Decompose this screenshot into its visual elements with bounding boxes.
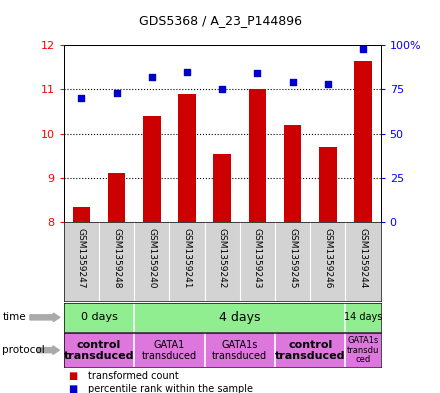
Bar bbox=[284, 125, 301, 222]
Text: GATA1
transduced: GATA1 transduced bbox=[142, 340, 197, 360]
Text: GSM1359247: GSM1359247 bbox=[77, 228, 86, 289]
Text: transformed count: transformed count bbox=[88, 371, 179, 382]
Bar bbox=[73, 207, 90, 222]
Point bbox=[289, 79, 296, 85]
Text: time: time bbox=[2, 312, 26, 322]
Text: 0 days: 0 days bbox=[81, 312, 117, 322]
Text: GSM1359242: GSM1359242 bbox=[218, 228, 227, 289]
Point bbox=[324, 81, 331, 87]
Point bbox=[219, 86, 226, 93]
Bar bbox=[319, 147, 337, 222]
Bar bbox=[178, 94, 196, 222]
Text: GSM1359244: GSM1359244 bbox=[359, 228, 367, 289]
Text: GSM1359246: GSM1359246 bbox=[323, 228, 332, 289]
Bar bbox=[143, 116, 161, 222]
Text: control
transduced: control transduced bbox=[64, 340, 134, 360]
Text: 14 days: 14 days bbox=[344, 312, 382, 322]
Text: control
transduced: control transduced bbox=[275, 340, 345, 360]
Point bbox=[148, 74, 155, 80]
Point bbox=[254, 70, 261, 77]
Text: GSM1359245: GSM1359245 bbox=[288, 228, 297, 289]
Bar bbox=[354, 61, 372, 222]
Text: ■: ■ bbox=[68, 371, 77, 382]
Text: GSM1359241: GSM1359241 bbox=[183, 228, 191, 289]
Text: GSM1359248: GSM1359248 bbox=[112, 228, 121, 289]
Point bbox=[113, 90, 120, 96]
Text: GSM1359243: GSM1359243 bbox=[253, 228, 262, 289]
Point bbox=[359, 46, 367, 52]
Text: GATA1s
transduced: GATA1s transduced bbox=[212, 340, 268, 360]
Text: GSM1359240: GSM1359240 bbox=[147, 228, 156, 289]
Text: GATA1s
transdu
ced: GATA1s transdu ced bbox=[347, 336, 379, 364]
Text: protocol: protocol bbox=[2, 345, 45, 355]
Point bbox=[78, 95, 85, 101]
Text: ■: ■ bbox=[68, 384, 77, 393]
Bar bbox=[249, 90, 266, 222]
Text: percentile rank within the sample: percentile rank within the sample bbox=[88, 384, 253, 393]
Point bbox=[183, 68, 191, 75]
Bar bbox=[108, 173, 125, 222]
Bar bbox=[213, 154, 231, 222]
Text: 4 days: 4 days bbox=[219, 311, 260, 324]
Text: GDS5368 / A_23_P144896: GDS5368 / A_23_P144896 bbox=[139, 14, 301, 27]
